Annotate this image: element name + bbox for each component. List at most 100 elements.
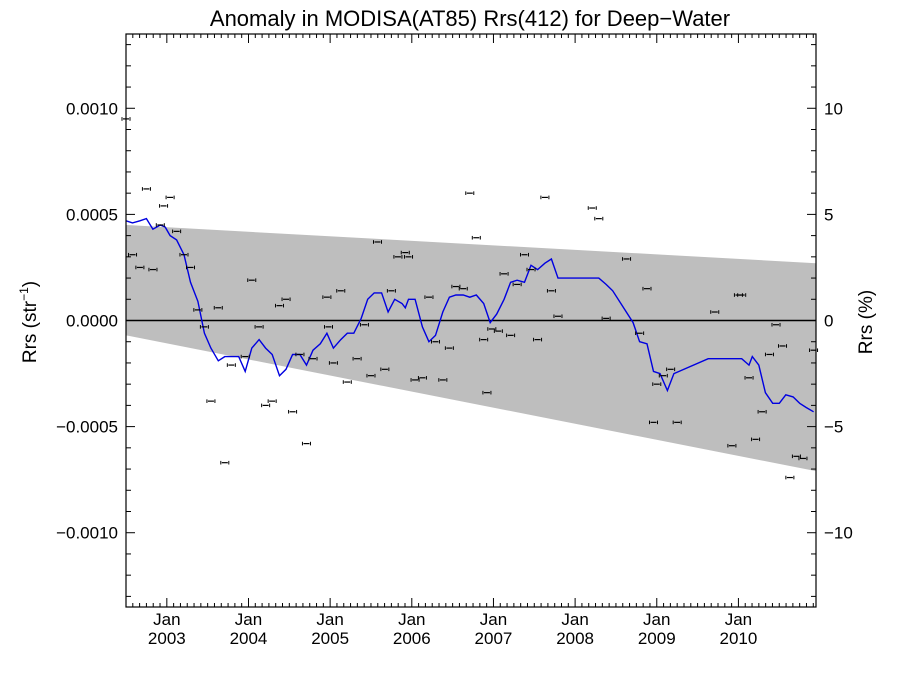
data-point	[267, 399, 277, 403]
data-point	[193, 308, 203, 312]
data-point	[281, 297, 291, 302]
data-point	[275, 303, 285, 308]
data-point	[499, 272, 509, 276]
y-tick-label-right: −5	[824, 418, 843, 437]
x-tick-label-year: 2007	[475, 629, 513, 648]
data-point	[451, 284, 461, 289]
data-point	[342, 380, 352, 384]
data-point	[430, 339, 440, 344]
data-point	[587, 206, 597, 210]
data-point	[791, 454, 801, 459]
data-point	[380, 367, 390, 372]
data-point	[417, 376, 427, 380]
axes-layer: 0.0010 0.0005 0.0000 −0.0005 −0.0010 10 5 0 −5 −1…	[56, 34, 853, 648]
data-point	[444, 346, 454, 350]
data-point	[240, 354, 250, 359]
data-point	[386, 288, 396, 293]
data-point	[479, 337, 489, 342]
y-tick-label-left: −0.0005	[56, 418, 118, 437]
y-axis-label-right: Rrs (%)	[856, 290, 877, 354]
data-point	[757, 409, 767, 414]
x-tick-label-month: Jan	[235, 610, 262, 629]
x-tick-label-year: 2005	[311, 629, 349, 648]
data-point	[635, 331, 645, 336]
data-point	[400, 250, 410, 255]
data-point	[213, 305, 223, 310]
data-point	[512, 282, 522, 287]
data-point	[328, 361, 338, 365]
data-point	[141, 187, 151, 191]
data-point	[652, 382, 662, 386]
x-tick-label-month: Jan	[561, 610, 588, 629]
x-tick-label-year: 2008	[556, 629, 594, 648]
data-point	[186, 265, 196, 270]
data-point	[410, 378, 420, 382]
x-tick-label-year: 2009	[638, 629, 676, 648]
data-point	[649, 420, 659, 425]
data-point	[424, 295, 434, 299]
data-point	[226, 363, 236, 367]
data-point	[155, 223, 165, 227]
data-point	[471, 235, 481, 240]
data-point	[458, 286, 468, 291]
y-axis-label-sup: −1	[17, 287, 31, 301]
data-point	[764, 352, 774, 357]
x-tick-label-month: Jan	[480, 610, 507, 629]
data-point	[206, 399, 216, 403]
data-point	[352, 356, 362, 361]
data-point	[658, 373, 668, 378]
x-tick-label-year: 2010	[720, 629, 758, 648]
y-tick-label-right: 10	[824, 99, 843, 118]
data-point	[594, 216, 604, 221]
data-point	[308, 356, 318, 361]
data-point	[519, 252, 529, 257]
data-point	[506, 333, 516, 338]
chart-title: Anomaly in MODISA(AT85) Rrs(412) for Dee…	[210, 6, 730, 31]
data-point	[737, 293, 747, 297]
data-point	[710, 310, 720, 314]
smoothed-series-layer	[125, 217, 814, 413]
data-point	[778, 344, 788, 348]
y-tick-label-left: 0.0010	[66, 99, 118, 118]
x-tick-label-month: Jan	[153, 610, 180, 629]
data-point	[751, 437, 761, 442]
x-tick-label-year: 2006	[393, 629, 431, 648]
data-point	[324, 325, 334, 329]
data-point	[666, 367, 676, 372]
data-point	[798, 456, 808, 461]
data-point	[393, 255, 403, 259]
data-points-layer	[121, 117, 819, 480]
data-point	[247, 278, 257, 282]
data-point	[438, 378, 448, 382]
y-axis-label-left: Rrs (str−1)	[17, 281, 41, 363]
data-point	[159, 204, 169, 208]
data-point	[771, 322, 781, 327]
y-axis-label-close: )	[20, 281, 41, 287]
data-point	[254, 325, 264, 329]
data-point	[128, 252, 138, 257]
data-point	[336, 288, 346, 293]
data-point	[220, 460, 230, 465]
data-point	[301, 441, 311, 446]
data-point	[642, 286, 652, 291]
x-tick-label-year: 2004	[230, 629, 268, 648]
data-point	[540, 195, 550, 200]
data-point	[295, 352, 305, 357]
confidence-band-layer	[126, 225, 816, 472]
data-point	[359, 322, 369, 327]
data-point	[135, 265, 145, 270]
data-point	[465, 191, 475, 195]
data-point	[546, 288, 556, 293]
data-point	[179, 252, 189, 257]
y-tick-label-right: 5	[824, 205, 833, 224]
x-tick-label-month: Jan	[316, 610, 343, 629]
x-tick-label-month: Jan	[643, 610, 670, 629]
data-point	[622, 257, 632, 261]
y-tick-label-left: 0.0000	[66, 312, 118, 331]
y-tick-label-right: 0	[824, 312, 833, 331]
data-point	[261, 403, 271, 408]
data-point	[199, 325, 209, 329]
data-point	[493, 329, 503, 333]
data-point	[165, 195, 175, 200]
data-point	[672, 420, 682, 425]
